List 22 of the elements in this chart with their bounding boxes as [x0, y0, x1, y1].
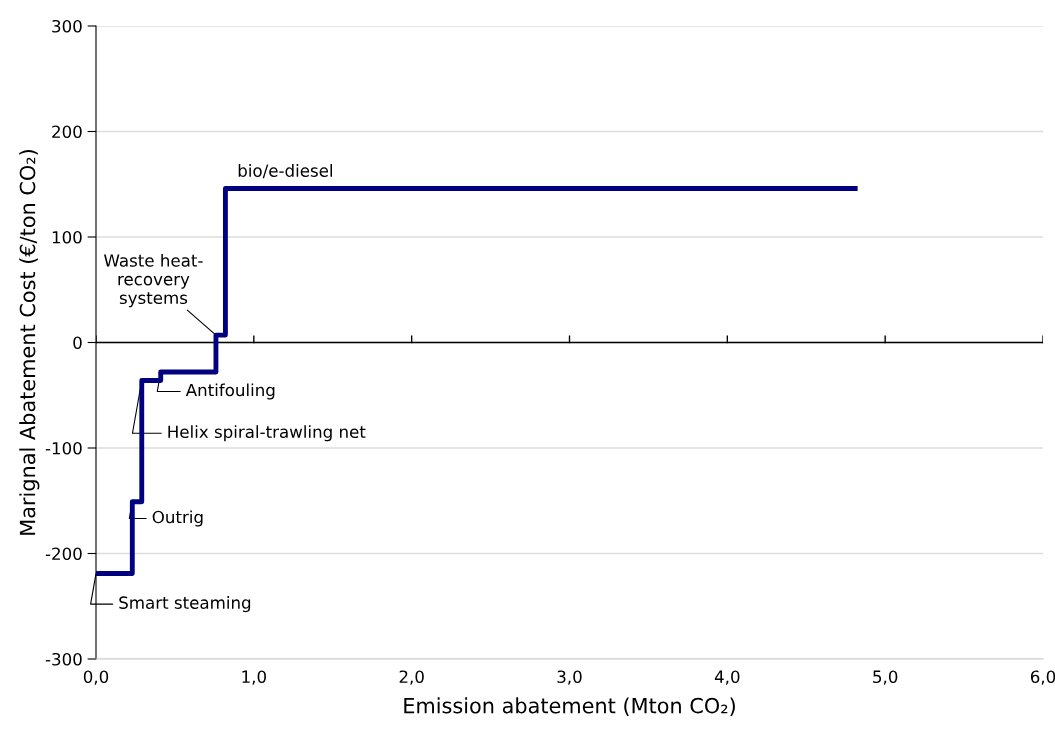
annotation: Waste heat- recovery systems	[104, 253, 203, 308]
x-tick-label: 5,0	[873, 670, 898, 685]
annotation: Outrig	[152, 510, 203, 527]
x-tick-label: 4,0	[714, 670, 740, 685]
y-tick-label: 200	[52, 125, 82, 139]
y-tick-label: 100	[52, 230, 82, 244]
x-tick-label: 0,0	[83, 670, 109, 685]
y-tick-label: -200	[45, 547, 82, 561]
x-axis-title: Emission abatement (Mton CO₂)	[404, 697, 735, 716]
x-tick-label: 1,0	[242, 670, 266, 685]
x-tick-label: 3,0	[557, 670, 582, 685]
annotation: Antifouling	[185, 383, 275, 400]
y-tick-label: 0	[73, 336, 82, 350]
y-tick-label: -100	[45, 441, 82, 455]
x-tick-label: 2,0	[399, 670, 424, 685]
annotation: bio/e-diesel	[238, 164, 332, 179]
x-tick-label: 6,0	[1030, 670, 1055, 685]
y-tick-label: 300	[52, 19, 82, 33]
y-tick-label: -300	[45, 652, 82, 666]
annotation: Smart steaming	[119, 596, 251, 613]
annotation: Helix spiral-trawling net	[168, 425, 366, 442]
y-axis-title: Marignal Abatement Cost (€/ton CO₂)	[19, 150, 40, 535]
